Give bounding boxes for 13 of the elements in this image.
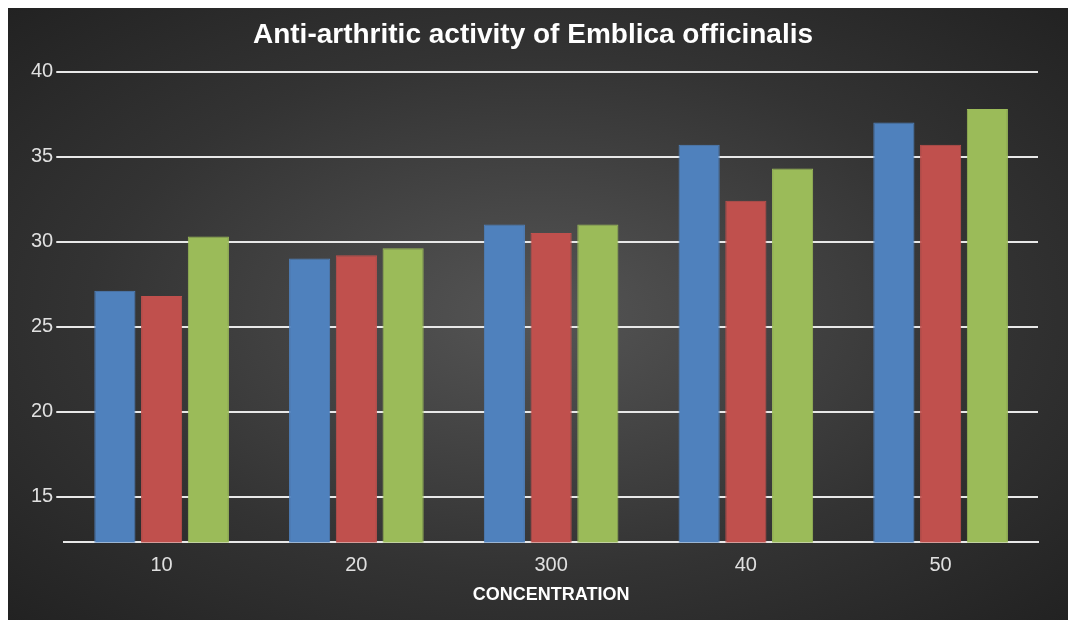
y-tick-label: 30 [31,229,54,252]
x-tick-label: 40 [734,552,757,575]
x-tick-label: 20 [345,552,368,575]
y-tick-label: 35 [31,144,54,167]
x-tick-label: 300 [534,552,568,575]
y-tick-label: 25 [31,314,54,337]
chart-title: Anti-arthritic activity of Emblica officinalis [252,17,814,49]
x-tick-label: 10 [150,552,173,575]
x-axis-title: CONCENTRATION [472,584,630,605]
x-tick-label: 50 [929,552,952,575]
y-tick-label: 20 [31,399,54,422]
y-tick-label: 15 [31,484,54,507]
y-tick-label: 40 [31,59,54,82]
